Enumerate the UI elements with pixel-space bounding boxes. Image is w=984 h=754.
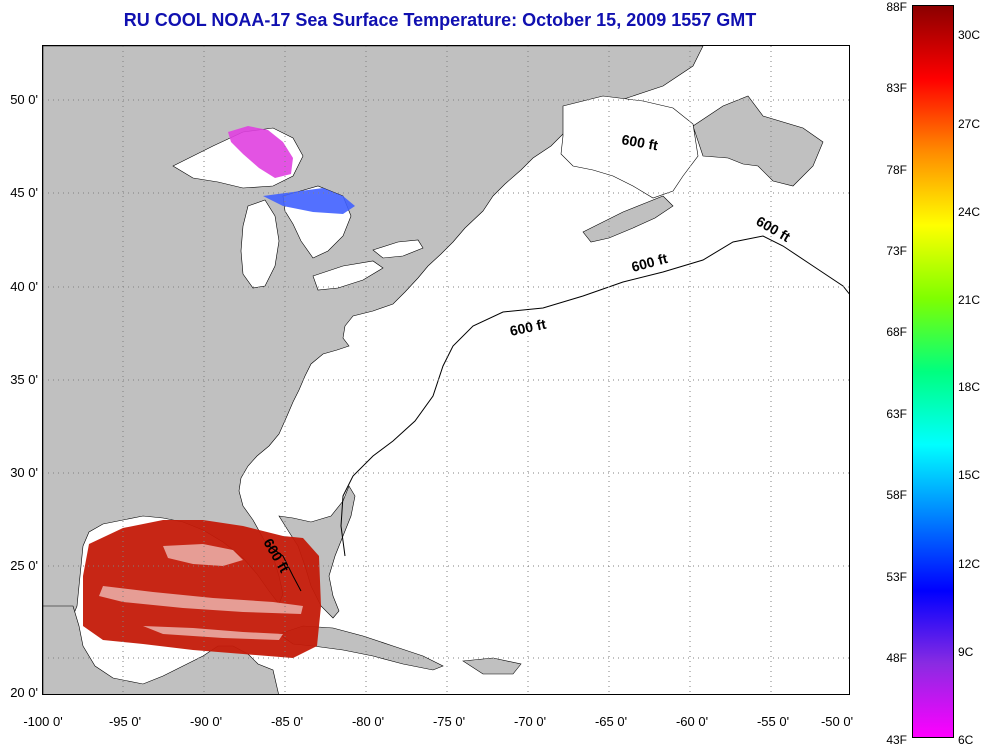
lon-label-75: -75 0' bbox=[432, 714, 466, 729]
water-gulf-st-lawrence bbox=[560, 95, 699, 199]
lon-label-85: -85 0' bbox=[270, 714, 304, 729]
lon-label-100: -100 0' bbox=[23, 714, 63, 729]
land-mexico bbox=[43, 605, 279, 694]
lat-label-40: 40 0' bbox=[10, 279, 38, 294]
colorbar-f-43: 43F bbox=[886, 733, 907, 747]
colorbar-f-78: 78F bbox=[886, 163, 907, 177]
sst-lake-huron-cold bbox=[263, 188, 355, 214]
lake-ontario bbox=[372, 239, 424, 259]
temperature-colorbar bbox=[912, 5, 954, 738]
colorbar-f-73: 73F bbox=[886, 244, 907, 258]
sst-gulf-swath bbox=[83, 520, 321, 658]
colorbar-f-68: 68F bbox=[886, 325, 907, 339]
lat-label-35: 35 0' bbox=[10, 372, 38, 387]
colorbar-c-30: 30C bbox=[958, 28, 981, 42]
contour-label-600ft-grand-banks: 600 ft bbox=[754, 213, 794, 245]
sst-gulf-swath-speckle bbox=[99, 544, 303, 640]
land-nova-scotia bbox=[582, 195, 674, 243]
colorbar-f-88: 88F bbox=[886, 0, 907, 14]
land-cuba bbox=[278, 625, 444, 671]
contour-label-600ft-nova-scotia: 600 ft bbox=[630, 250, 670, 275]
colorbar-f-58: 58F bbox=[886, 488, 907, 502]
map-gridlines bbox=[43, 46, 849, 694]
colorbar-c-18: 18C bbox=[958, 380, 981, 394]
contour-label-600ft-new-england: 600 ft bbox=[508, 316, 547, 339]
bathymetry-contour-600ft bbox=[340, 235, 849, 557]
map-svg: 600 ft 600 ft 600 ft 600 ft 600 ft bbox=[43, 46, 849, 694]
lon-label-80: -80 0' bbox=[351, 714, 385, 729]
lat-label-20: 20 0' bbox=[10, 685, 38, 700]
lon-label-50: -50 0' bbox=[820, 714, 854, 729]
colorbar-f-48: 48F bbox=[886, 651, 907, 665]
lake-michigan bbox=[240, 199, 280, 289]
lat-label-25: 25 0' bbox=[10, 558, 38, 573]
lon-label-65: -65 0' bbox=[594, 714, 628, 729]
colorbar-c-24: 24C bbox=[958, 205, 981, 219]
colorbar-f-63: 63F bbox=[886, 407, 907, 421]
lon-label-55: -55 0' bbox=[756, 714, 790, 729]
lat-label-50: 50 0' bbox=[10, 92, 38, 107]
land-newfoundland bbox=[692, 95, 824, 187]
colorbar-c-9: 9C bbox=[958, 645, 974, 659]
colorbar-f-83: 83F bbox=[886, 81, 907, 95]
lon-label-95: -95 0' bbox=[108, 714, 142, 729]
colorbar-f-53: 53F bbox=[886, 570, 907, 584]
sst-map: 600 ft 600 ft 600 ft 600 ft 600 ft bbox=[42, 45, 850, 695]
colorbar-c-27: 27C bbox=[958, 117, 981, 131]
contour-label-600ft-gulf-stlawrence: 600 ft bbox=[620, 131, 659, 153]
lake-erie bbox=[312, 260, 384, 291]
colorbar-c-21: 21C bbox=[958, 293, 981, 307]
lon-label-90: -90 0' bbox=[189, 714, 223, 729]
colorbar-c-12: 12C bbox=[958, 557, 981, 571]
sst-lake-superior-cold bbox=[228, 126, 293, 178]
lon-label-70: -70 0' bbox=[513, 714, 547, 729]
colorbar-c-6: 6C bbox=[958, 733, 974, 747]
land-hispaniola bbox=[462, 657, 522, 675]
map-title: RU COOL NOAA-17 Sea Surface Temperature:… bbox=[123, 10, 757, 30]
lat-label-45: 45 0' bbox=[10, 185, 38, 200]
colorbar-c-15: 15C bbox=[958, 468, 981, 482]
lat-label-30: 30 0' bbox=[10, 465, 38, 480]
lon-label-60: -60 0' bbox=[675, 714, 709, 729]
